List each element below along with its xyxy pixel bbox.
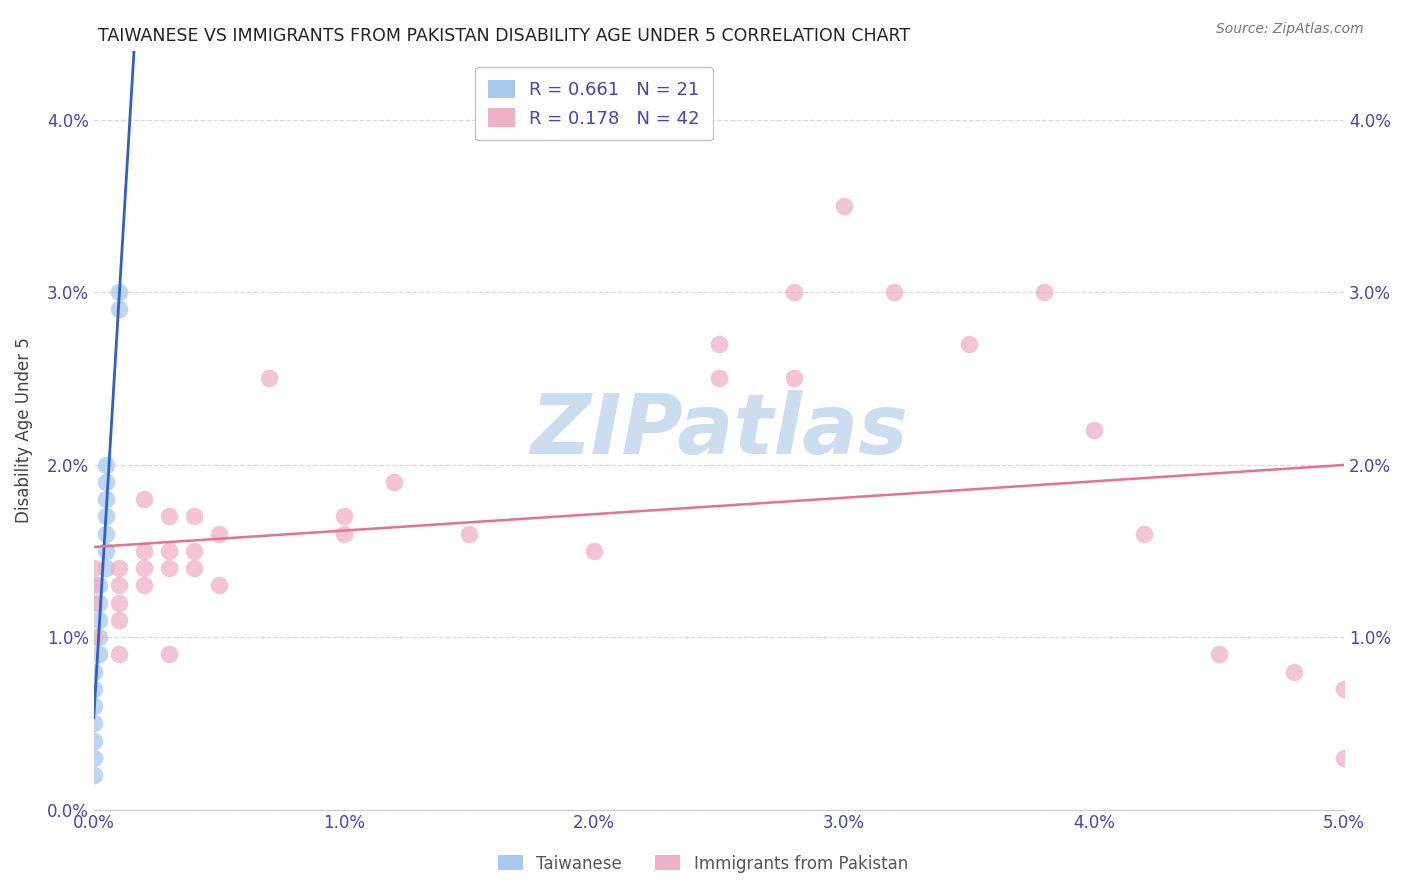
Point <box>96 509 118 524</box>
Point <box>132 561 155 575</box>
Point <box>783 285 806 300</box>
Point <box>1033 285 1056 300</box>
Point <box>83 630 105 644</box>
Point <box>83 733 105 747</box>
Point <box>957 337 980 351</box>
Point <box>1083 423 1105 437</box>
Point <box>333 509 356 524</box>
Point <box>883 285 905 300</box>
Point <box>183 544 205 558</box>
Point <box>87 578 110 592</box>
Point <box>107 302 129 317</box>
Point <box>208 526 231 541</box>
Point <box>107 648 129 662</box>
Point <box>87 630 110 644</box>
Point <box>83 751 105 765</box>
Point <box>83 699 105 714</box>
Point <box>157 561 180 575</box>
Point <box>333 526 356 541</box>
Point <box>96 475 118 489</box>
Point <box>132 544 155 558</box>
Point <box>582 544 605 558</box>
Text: TAIWANESE VS IMMIGRANTS FROM PAKISTAN DISABILITY AGE UNDER 5 CORRELATION CHART: TAIWANESE VS IMMIGRANTS FROM PAKISTAN DI… <box>98 27 911 45</box>
Point <box>107 561 129 575</box>
Point <box>83 768 105 782</box>
Point <box>87 596 110 610</box>
Point <box>83 596 105 610</box>
Point <box>257 371 280 385</box>
Point <box>832 199 855 213</box>
Point <box>208 578 231 592</box>
Point <box>87 613 110 627</box>
Point <box>96 561 118 575</box>
Text: ZIPatlas: ZIPatlas <box>530 390 908 471</box>
Point <box>157 544 180 558</box>
Point <box>87 648 110 662</box>
Legend: Taiwanese, Immigrants from Pakistan: Taiwanese, Immigrants from Pakistan <box>491 848 915 880</box>
Point <box>1333 681 1355 696</box>
Point <box>107 578 129 592</box>
Point <box>707 337 730 351</box>
Point <box>96 492 118 507</box>
Point <box>783 371 806 385</box>
Point <box>107 596 129 610</box>
Point <box>157 509 180 524</box>
Point <box>83 681 105 696</box>
Point <box>157 648 180 662</box>
Point <box>107 285 129 300</box>
Point <box>96 526 118 541</box>
Point <box>382 475 405 489</box>
Point <box>83 716 105 731</box>
Point <box>1282 665 1305 679</box>
Point <box>83 578 105 592</box>
Point <box>107 613 129 627</box>
Point <box>132 492 155 507</box>
Point <box>83 665 105 679</box>
Point <box>96 458 118 472</box>
Point <box>707 371 730 385</box>
Point <box>457 526 479 541</box>
Point <box>83 561 105 575</box>
Point <box>1333 751 1355 765</box>
Point <box>183 509 205 524</box>
Text: Source: ZipAtlas.com: Source: ZipAtlas.com <box>1216 22 1364 37</box>
Point <box>183 561 205 575</box>
Point <box>132 578 155 592</box>
Point <box>1133 526 1156 541</box>
Y-axis label: Disability Age Under 5: Disability Age Under 5 <box>15 337 32 523</box>
Point <box>1208 648 1230 662</box>
Legend: R = 0.661   N = 21, R = 0.178   N = 42: R = 0.661 N = 21, R = 0.178 N = 42 <box>475 67 713 140</box>
Point <box>96 544 118 558</box>
